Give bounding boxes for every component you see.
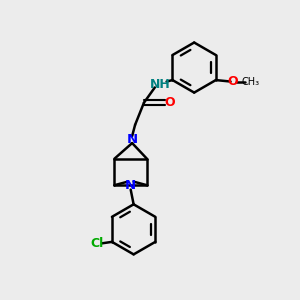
Text: N: N [127, 133, 138, 146]
Text: Cl: Cl [90, 237, 103, 250]
Text: N: N [125, 179, 136, 192]
Text: O: O [228, 75, 238, 88]
Text: NH: NH [150, 78, 170, 91]
Text: O: O [164, 96, 175, 109]
Text: CH₃: CH₃ [242, 76, 260, 86]
